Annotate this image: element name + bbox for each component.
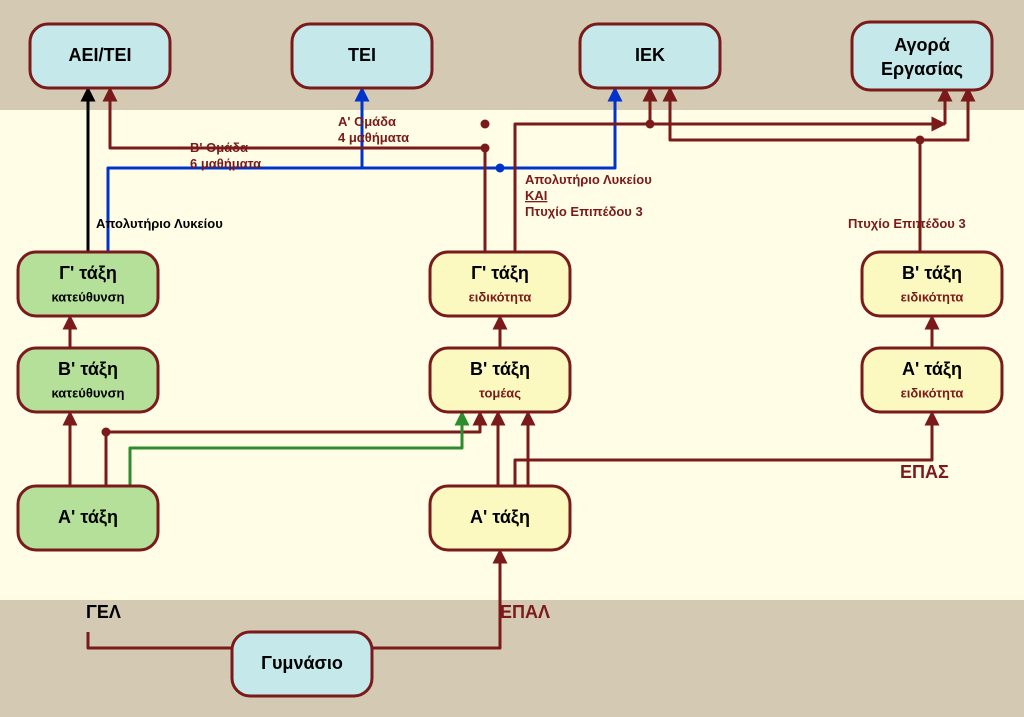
node-gel_b: Β' τάξη κατεύθυνση [18,348,158,412]
diagram-label: ΓΕΛ [86,602,121,622]
node-title: ΙΕΚ [635,45,665,65]
diagram-label: 6 μαθήματα [190,156,261,171]
node-gel_c: Γ' τάξη κατεύθυνση [18,252,158,316]
node-gel_a: Α' τάξη [18,486,158,550]
diagram-label: Πτυχίο Επιπέδου 3 [525,204,643,219]
diagram-label: Πτυχίο Επιπέδου 3 [848,216,966,231]
node-sub: ειδικότητα [469,289,532,304]
node-epas_b: Β' τάξη ειδικότητα [862,252,1002,316]
diagram-label: Απολυτήριο Λυκείου [96,216,223,231]
node-title: Γυμνάσιο [261,653,343,673]
node-title: Α' τάξη [902,359,962,380]
diagram-label: ΚΑΙ [525,188,547,203]
node-title: ΑΕΙ/ΤΕΙ [68,45,131,65]
node-aei: ΑΕΙ/ΤΕΙ [30,24,170,88]
education-flowchart: ΑΕΙ/ΤΕΙ ΤΕΙ ΙΕΚ Αγορά Εργασίας Γ' τάξη κατεύθυ… [0,0,1024,717]
node-epal_a: Α' τάξη [430,486,570,550]
node-title: Β' τάξη [902,263,962,284]
node-gymn: Γυμνάσιο [232,632,372,696]
node-title: Γ' τάξη [471,263,529,284]
node-sub: κατεύθυνση [51,385,124,400]
node-sub: Εργασίας [881,59,963,79]
node-epal_b: Β' τάξη τομέας [430,348,570,412]
node-sub: κατεύθυνση [51,289,124,304]
node-sub: τομέας [479,385,521,400]
node-title: Αγορά [894,35,950,55]
diagram-label: Α' Ομάδα [338,114,396,129]
node-title: Γ' τάξη [59,263,117,284]
diagram-label: ΕΠΑΣ [900,462,949,482]
node-sub: ειδικότητα [901,289,964,304]
diagram-label: Β' Ομάδα [190,140,248,155]
node-iek: ΙΕΚ [580,24,720,88]
node-tei: ΤΕΙ [292,24,432,88]
node-title: Β' τάξη [58,359,118,380]
node-epas_a: Α' τάξη ειδικότητα [862,348,1002,412]
node-agora: Αγορά Εργασίας [852,22,992,90]
node-title: Α' τάξη [470,507,530,528]
node-title: ΤΕΙ [348,45,376,65]
diagram-label: 4 μαθήματα [338,130,409,145]
diagram-label: ΕΠΑΛ [500,602,550,622]
diagram-label: Απολυτήριο Λυκείου [525,172,652,187]
node-title: Β' τάξη [470,359,530,380]
node-title: Α' τάξη [58,507,118,528]
node-epal_c: Γ' τάξη ειδικότητα [430,252,570,316]
node-sub: ειδικότητα [901,385,964,400]
